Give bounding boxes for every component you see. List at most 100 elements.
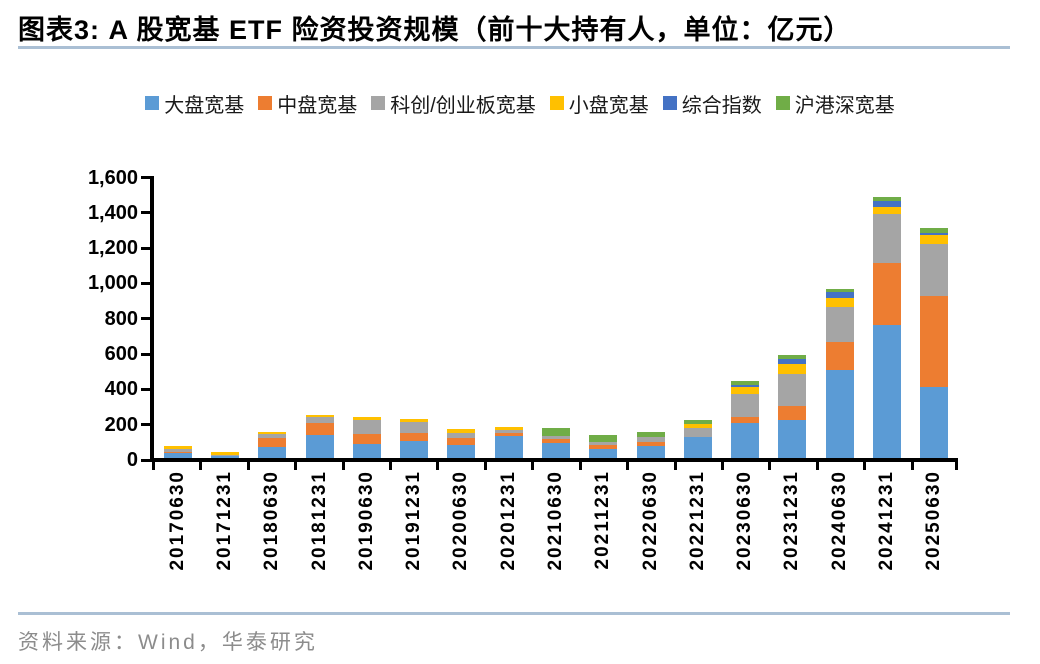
bar-segment bbox=[683, 424, 712, 428]
bar-segment bbox=[683, 436, 712, 458]
x-axis-tick bbox=[246, 462, 250, 470]
title-divider bbox=[18, 46, 1010, 49]
bar-segment bbox=[494, 432, 523, 437]
bar-segment bbox=[258, 431, 287, 434]
bar-segment bbox=[447, 429, 476, 433]
x-axis-label: 20200630 bbox=[450, 470, 472, 571]
bar-segment bbox=[258, 438, 287, 447]
x-axis-tick bbox=[720, 462, 724, 470]
bar-segment bbox=[305, 416, 334, 423]
x-axis-label: 20181231 bbox=[308, 470, 330, 571]
bar-segment bbox=[258, 433, 287, 439]
legend-item: 综合指数 bbox=[662, 89, 762, 118]
y-axis bbox=[150, 176, 154, 462]
x-axis-label: 20230630 bbox=[734, 470, 756, 571]
bar-segment bbox=[825, 292, 854, 299]
x-axis-label: 20241231 bbox=[876, 470, 898, 571]
bar-segment bbox=[636, 445, 665, 458]
footer-divider bbox=[18, 612, 1010, 615]
legend-label: 小盘宽基 bbox=[568, 94, 649, 117]
y-axis-tick bbox=[141, 458, 150, 462]
y-axis-tick bbox=[141, 387, 150, 391]
y-axis-label: 1,000 bbox=[87, 272, 138, 295]
legend-item: 沪港深宽基 bbox=[775, 89, 895, 118]
bar-segment bbox=[447, 444, 476, 458]
x-axis-tick bbox=[389, 462, 393, 470]
x-axis-tick bbox=[294, 462, 298, 470]
bar-segment bbox=[494, 436, 523, 458]
x-axis-label: 20240630 bbox=[828, 470, 850, 571]
bar-segment bbox=[258, 446, 287, 458]
bar-segment bbox=[163, 451, 192, 453]
bar-segment bbox=[873, 207, 902, 215]
bar-segment bbox=[731, 381, 760, 385]
legend-swatch-icon bbox=[258, 96, 273, 110]
y-axis-tick bbox=[141, 352, 150, 356]
bar-segment bbox=[589, 435, 618, 443]
bar-segment bbox=[920, 387, 949, 458]
x-axis-tick bbox=[768, 462, 772, 470]
bar-segment bbox=[589, 445, 618, 450]
source-note: 资料来源：Wind，华泰研究 bbox=[18, 631, 318, 654]
chart-legend: 大盘宽基 中盘宽基 科创/创业板宽基 小盘宽基 综合指数 沪港深宽基 bbox=[60, 88, 980, 118]
x-axis-label: 20191231 bbox=[403, 470, 425, 571]
y-axis-tick bbox=[141, 317, 150, 321]
legend-item: 中盘宽基 bbox=[258, 89, 357, 118]
y-axis-label: 600 bbox=[104, 343, 138, 366]
x-axis-tick bbox=[531, 462, 535, 470]
bar-segment bbox=[400, 440, 429, 458]
bar-segment bbox=[210, 455, 239, 457]
x-axis-tick bbox=[341, 462, 345, 470]
bar-segment bbox=[778, 363, 807, 375]
y-axis-tick bbox=[141, 246, 150, 250]
bar-segment bbox=[920, 295, 949, 388]
bar-segment bbox=[542, 435, 570, 440]
bar-segment bbox=[210, 451, 239, 456]
x-axis-label: 20221231 bbox=[686, 470, 708, 571]
bar-segment bbox=[825, 369, 854, 458]
y-axis-tick bbox=[141, 423, 150, 427]
bar-segment bbox=[920, 234, 949, 245]
bar-segment bbox=[778, 354, 807, 360]
bar-segment bbox=[447, 438, 476, 445]
bar-segment bbox=[731, 384, 760, 388]
bar-segment bbox=[352, 419, 381, 434]
x-axis-tick bbox=[199, 462, 203, 470]
bar-segment bbox=[400, 433, 429, 441]
bar-segment bbox=[873, 196, 902, 202]
legend-label: 中盘宽基 bbox=[277, 94, 358, 117]
legend-label: 综合指数 bbox=[681, 94, 762, 117]
bar-segment bbox=[305, 422, 334, 436]
bar-segment bbox=[305, 435, 334, 458]
y-axis-label: 1,200 bbox=[87, 237, 138, 260]
bar-segment bbox=[542, 442, 570, 458]
x-axis-tick bbox=[578, 462, 582, 470]
bar-segment bbox=[210, 456, 239, 458]
legend-label: 沪港深宽基 bbox=[794, 94, 895, 117]
bar-segment bbox=[731, 387, 760, 394]
x-axis-label: 20190630 bbox=[355, 470, 377, 571]
bar-segment bbox=[920, 244, 949, 296]
legend-label: 大盘宽基 bbox=[164, 94, 245, 117]
bar-segment bbox=[636, 437, 665, 442]
y-axis-label: 200 bbox=[104, 413, 138, 436]
bar-segment bbox=[825, 342, 854, 370]
bar-segment bbox=[778, 359, 807, 364]
x-axis-tick bbox=[673, 462, 677, 470]
y-axis-tick bbox=[141, 281, 150, 285]
bar-segment bbox=[920, 232, 949, 235]
bar-segment bbox=[683, 420, 712, 425]
bar-segment bbox=[873, 214, 902, 263]
bar-segment bbox=[494, 429, 523, 433]
x-axis-label: 20250630 bbox=[923, 470, 945, 571]
bar-segment bbox=[589, 442, 618, 446]
bar-segment bbox=[873, 324, 902, 458]
bar-segment bbox=[778, 405, 807, 421]
legend-item: 大盘宽基 bbox=[145, 89, 244, 118]
x-axis-tick bbox=[910, 462, 914, 470]
legend-item: 小盘宽基 bbox=[549, 89, 649, 118]
bar-segment bbox=[825, 298, 854, 308]
x-axis-label: 20180630 bbox=[261, 470, 283, 571]
x-axis-tick bbox=[152, 462, 155, 470]
